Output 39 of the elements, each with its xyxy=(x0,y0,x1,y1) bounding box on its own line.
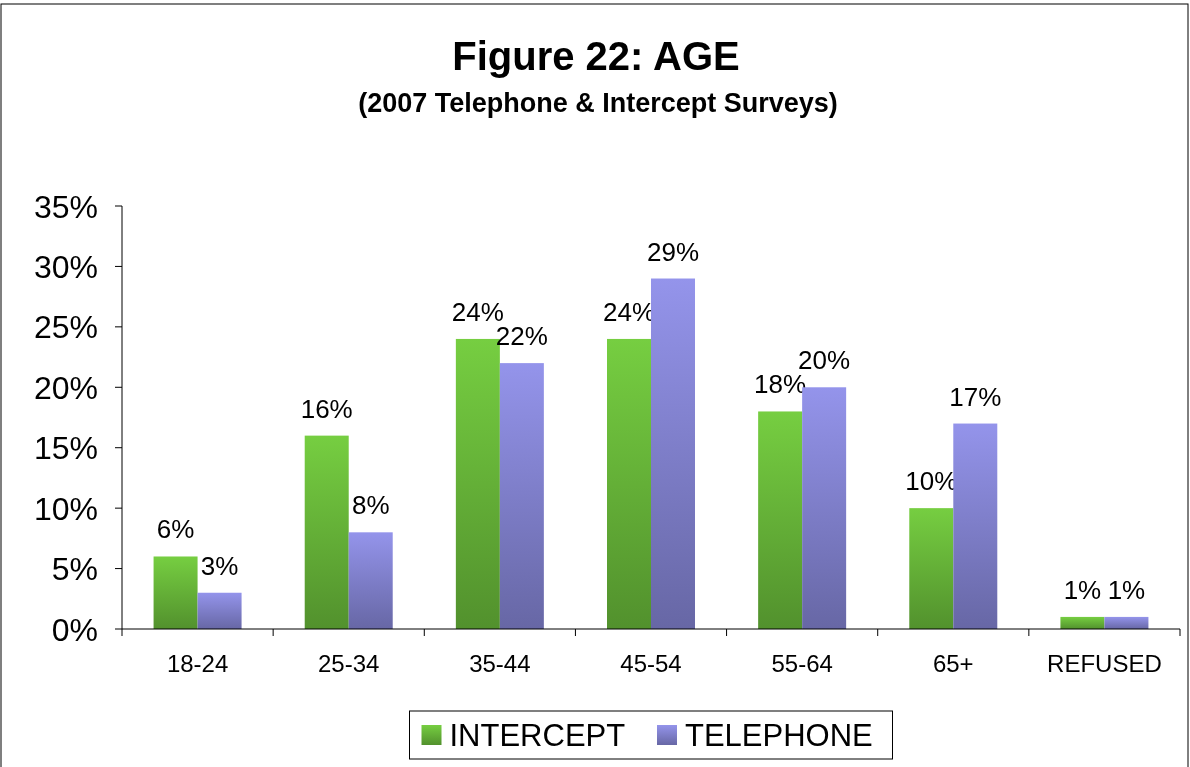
bar xyxy=(651,278,695,629)
bar xyxy=(197,592,242,629)
x-tick-label: 35-44 xyxy=(469,650,531,677)
x-tick-label: 45-54 xyxy=(620,650,682,677)
chart-title: Figure 22: AGE xyxy=(452,34,740,78)
data-label: 17% xyxy=(949,381,1002,412)
y-tick-label: 25% xyxy=(33,309,98,346)
legend-label: INTERCEPT xyxy=(449,718,626,754)
bar xyxy=(499,363,544,629)
data-label: 8% xyxy=(351,490,390,521)
x-tick-label: 25-34 xyxy=(318,650,380,677)
data-label: 16% xyxy=(300,393,353,424)
bar xyxy=(1060,616,1105,629)
bar xyxy=(909,508,954,629)
bar xyxy=(304,435,349,629)
x-tick-label: REFUSED xyxy=(1047,650,1162,677)
x-tick-label: 18-24 xyxy=(166,650,229,677)
data-label: 6% xyxy=(156,514,195,545)
y-tick-label: 15% xyxy=(33,430,98,467)
chart-subtitle: (2007 Telephone & Intercept Surveys) xyxy=(358,88,838,118)
bar xyxy=(607,338,651,629)
bar xyxy=(348,532,393,629)
data-label: 1% xyxy=(1063,574,1102,605)
x-tick-label: 65+ xyxy=(932,650,974,677)
bar xyxy=(953,423,998,629)
y-tick-label: 30% xyxy=(33,248,98,285)
data-label: 29% xyxy=(646,236,700,267)
bar xyxy=(758,411,803,629)
y-tick-label: 10% xyxy=(33,490,98,527)
x-tick-label: 55-64 xyxy=(771,650,833,677)
data-label: 1% xyxy=(1107,574,1146,605)
data-label: 3% xyxy=(200,550,239,581)
y-tick-label: 35% xyxy=(33,188,98,225)
y-tick-label: 5% xyxy=(51,551,98,588)
bar xyxy=(153,556,198,629)
y-tick-label: 20% xyxy=(33,369,98,406)
bar xyxy=(1104,616,1149,629)
y-tick-label: 0% xyxy=(51,611,98,648)
legend-label: TELEPHONE xyxy=(685,718,873,754)
